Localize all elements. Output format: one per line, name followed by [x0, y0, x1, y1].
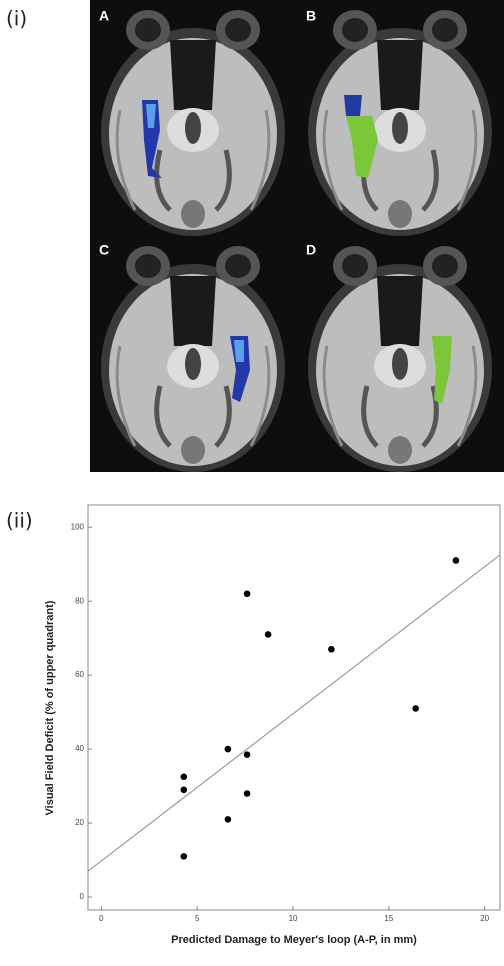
- panel-label: C: [99, 242, 109, 258]
- y-tick-label: 40: [75, 744, 84, 753]
- data-point: [264, 631, 272, 638]
- data-point: [452, 557, 460, 564]
- part-label: (i): [6, 7, 27, 31]
- y-tick-label: 100: [71, 522, 85, 531]
- y-tick-label: 20: [75, 818, 84, 827]
- x-tick-label: 15: [384, 914, 393, 923]
- data-point: [243, 751, 251, 758]
- data-point: [180, 773, 188, 781]
- y-tick-label: 60: [75, 670, 84, 679]
- x-tick-label: 0: [99, 914, 104, 923]
- plot-frame: [87, 504, 501, 911]
- data-point: [412, 705, 419, 712]
- trend-line: [87, 554, 501, 872]
- panel-label: B: [306, 8, 316, 24]
- data-point: [328, 645, 335, 653]
- data-point: [180, 853, 188, 860]
- data-point: [224, 816, 232, 823]
- y-tick-label: 80: [75, 596, 84, 605]
- y-axis-label: Visual Field Deficit (% of upper quadran…: [44, 600, 56, 815]
- x-tick-label: 10: [289, 914, 298, 923]
- data-point: [224, 745, 232, 753]
- panel-label: D: [306, 242, 316, 258]
- part-label: (ii): [6, 509, 33, 533]
- panel-label: A: [99, 8, 109, 24]
- x-axis-label: Predicted Damage to Meyer's loop (A-P, i…: [171, 934, 417, 946]
- data-point: [243, 590, 251, 598]
- data-point: [180, 786, 188, 794]
- x-tick-label: 20: [480, 914, 489, 923]
- x-tick-label: 5: [195, 914, 200, 923]
- data-point: [243, 790, 251, 797]
- y-tick-label: 0: [80, 892, 85, 901]
- mri-panels: [90, 0, 504, 472]
